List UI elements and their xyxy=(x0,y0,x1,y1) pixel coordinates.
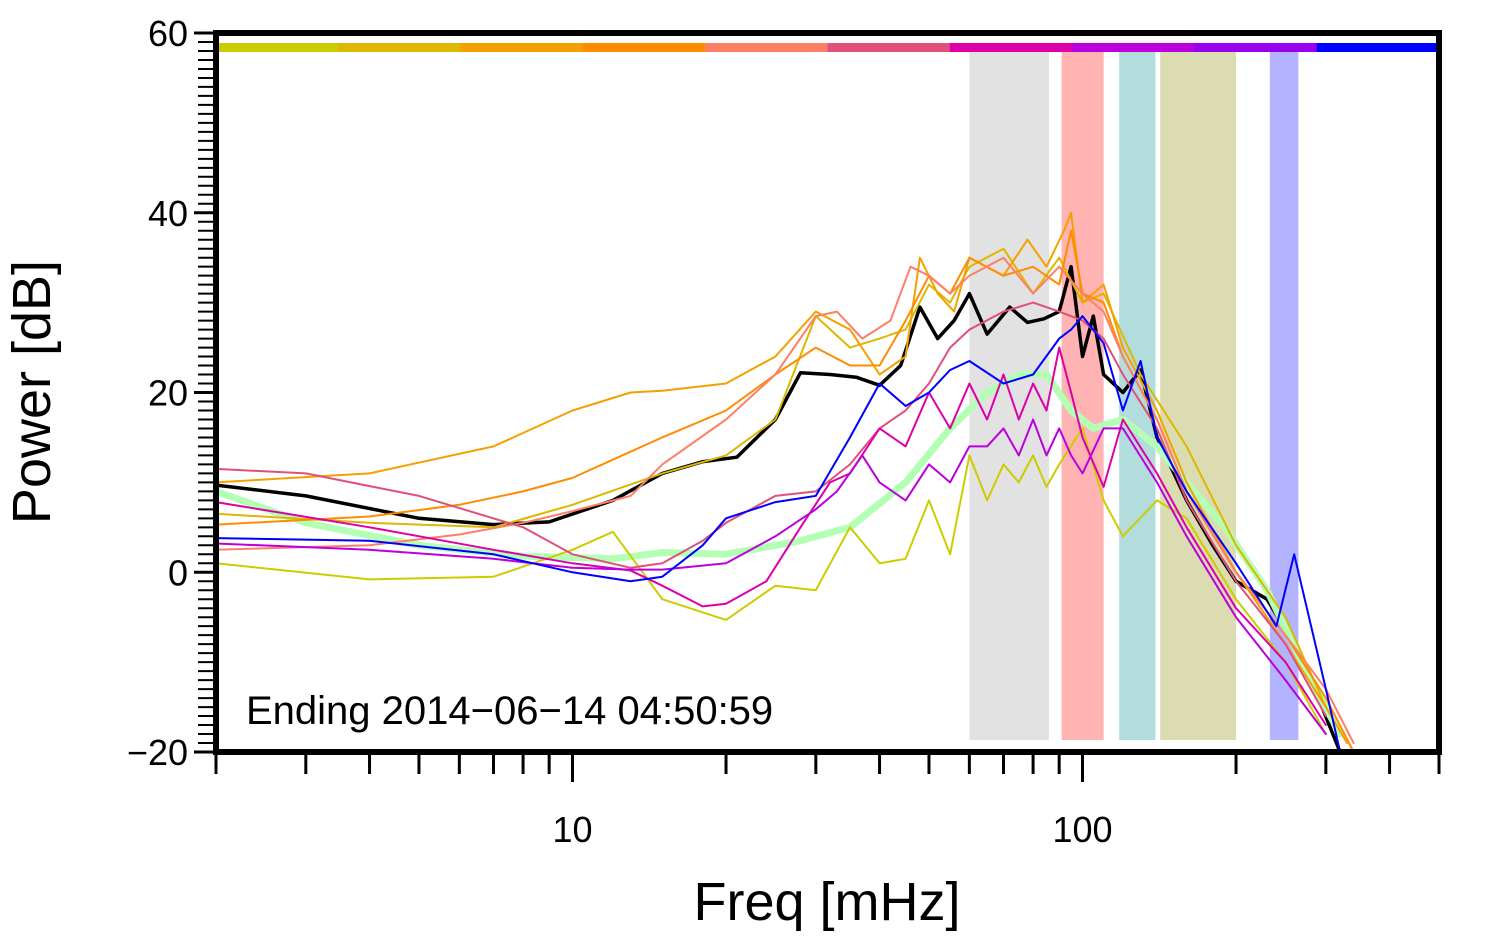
y-tick-label: 60 xyxy=(148,13,188,54)
x-axis-ticks xyxy=(214,752,1441,782)
shaded-bands xyxy=(969,52,1299,740)
color-bar-segment-9 xyxy=(1316,43,1440,52)
y-axis-ticks xyxy=(194,31,216,754)
series-trace-orange1 xyxy=(216,211,1348,744)
x-tick-label: 10 xyxy=(552,809,592,850)
series-trace-rose xyxy=(216,301,1327,717)
band-olive xyxy=(1160,52,1237,740)
color-bar-segment-2 xyxy=(460,43,584,52)
y-tick-label: 40 xyxy=(148,193,188,234)
x-tick-label: 100 xyxy=(1052,809,1112,850)
series-trace-magenta xyxy=(216,346,1327,726)
series-trace-blue xyxy=(216,315,1342,752)
x-axis-title: Freq [mHz] xyxy=(693,872,960,932)
y-tick-labels: −20 0 20 40 60 xyxy=(127,13,188,773)
y-tick-label: 20 xyxy=(148,373,188,414)
series-group xyxy=(216,211,1355,752)
color-bar-segment-8 xyxy=(1194,43,1318,52)
color-bar-segment-0 xyxy=(216,43,339,52)
color-bar-segment-5 xyxy=(827,43,951,52)
series-trace-salmon xyxy=(216,256,1355,744)
color-bar-segment-3 xyxy=(582,43,706,52)
y-tick-label: −20 xyxy=(127,732,188,773)
color-bar-segment-6 xyxy=(949,43,1073,52)
color-bar xyxy=(216,43,1440,52)
plot-frame xyxy=(213,30,1442,755)
y-axis-title: Power [dB] xyxy=(2,260,62,524)
band-red xyxy=(1061,52,1104,740)
annotation-text: Ending 2014−06−14 04:50:59 xyxy=(246,689,773,733)
y-tick-label: 0 xyxy=(168,552,188,593)
series-background-avg xyxy=(216,371,1344,738)
series-trace-purple xyxy=(216,418,1327,735)
x-tick-labels: 10 100 xyxy=(552,809,1112,850)
color-bar-segment-4 xyxy=(705,43,828,52)
color-bar-segment-7 xyxy=(1072,43,1195,52)
color-bar-segment-1 xyxy=(338,43,462,52)
